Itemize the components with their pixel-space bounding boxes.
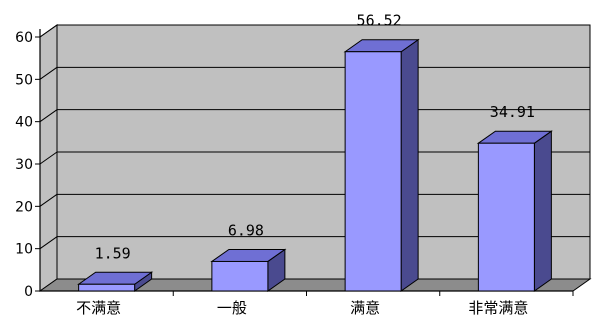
gridline-side [39,193,58,207]
x-tick-label: 满意 [350,299,380,317]
bar [477,142,535,292]
data-label: 1.59 [95,244,131,262]
y-tick-label: 60 [15,30,33,46]
gridline-side [39,151,58,165]
data-label: 6.98 [228,221,264,239]
bar [344,51,402,292]
gridline-side [39,66,58,80]
y-tick-label: 10 [15,242,33,258]
x-tick-label: 非常满意 [468,299,528,317]
gridline-side [39,24,58,38]
bar-side [400,38,419,292]
y-tick-label: 50 [15,72,33,88]
gridline-side [39,109,58,123]
x-tick-label: 一般 [217,299,247,317]
y-tick-label: 20 [15,199,33,215]
y-tick-label: 30 [15,157,33,173]
bar [211,260,269,292]
y-tick-label: 40 [15,115,33,131]
y-tick-label: 0 [24,284,33,300]
gridline-side [39,236,58,250]
data-label: 34.91 [490,103,535,121]
plot-area: 0 10 20 30 40 50 60 1.59 不满意 6.98 一般 56.52 满意 34.91 非常… [15,12,592,317]
bar [78,283,136,292]
data-label: 56.52 [357,12,402,30]
x-tick-label: 不满意 [76,299,121,317]
bar-side [533,130,552,292]
